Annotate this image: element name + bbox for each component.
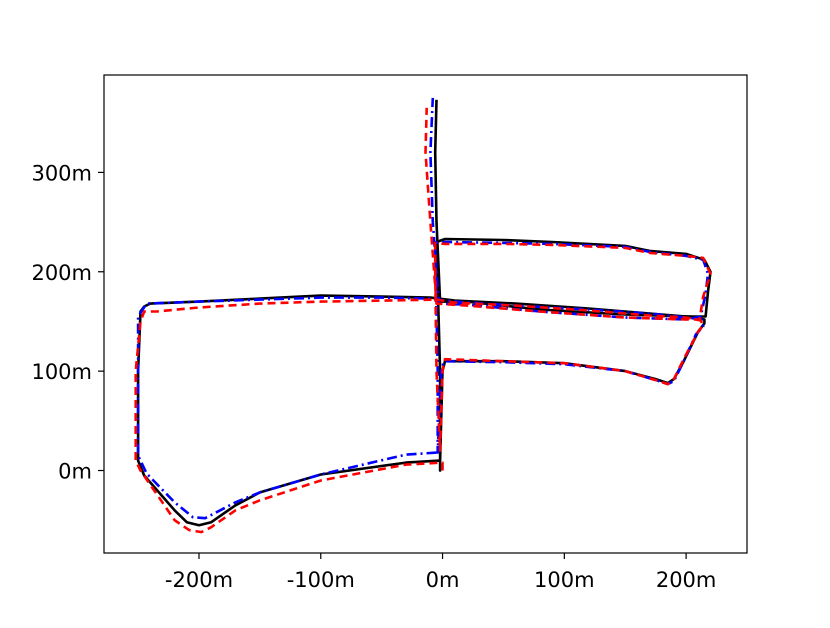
x-tick-label: 100m <box>534 568 595 592</box>
series-layer <box>134 97 712 534</box>
x-tick-label: 0m <box>426 568 460 592</box>
y-tick-label: 300m <box>31 161 92 185</box>
y-tick-label: 0m <box>58 460 92 484</box>
x-tick-label: -200m <box>165 568 233 592</box>
y-tick-label: 100m <box>31 360 92 384</box>
x-tick-label: 200m <box>656 568 717 592</box>
series-line-dashdot <box>136 97 710 520</box>
series-line-dashed <box>134 107 712 534</box>
y-tick-label: 200m <box>31 261 92 285</box>
axis-layer: -200m -100m 0m 100m 200m 0m 100m 200m 300m <box>31 161 716 592</box>
x-tick-label: -100m <box>287 568 355 592</box>
plot-frame <box>103 74 748 554</box>
